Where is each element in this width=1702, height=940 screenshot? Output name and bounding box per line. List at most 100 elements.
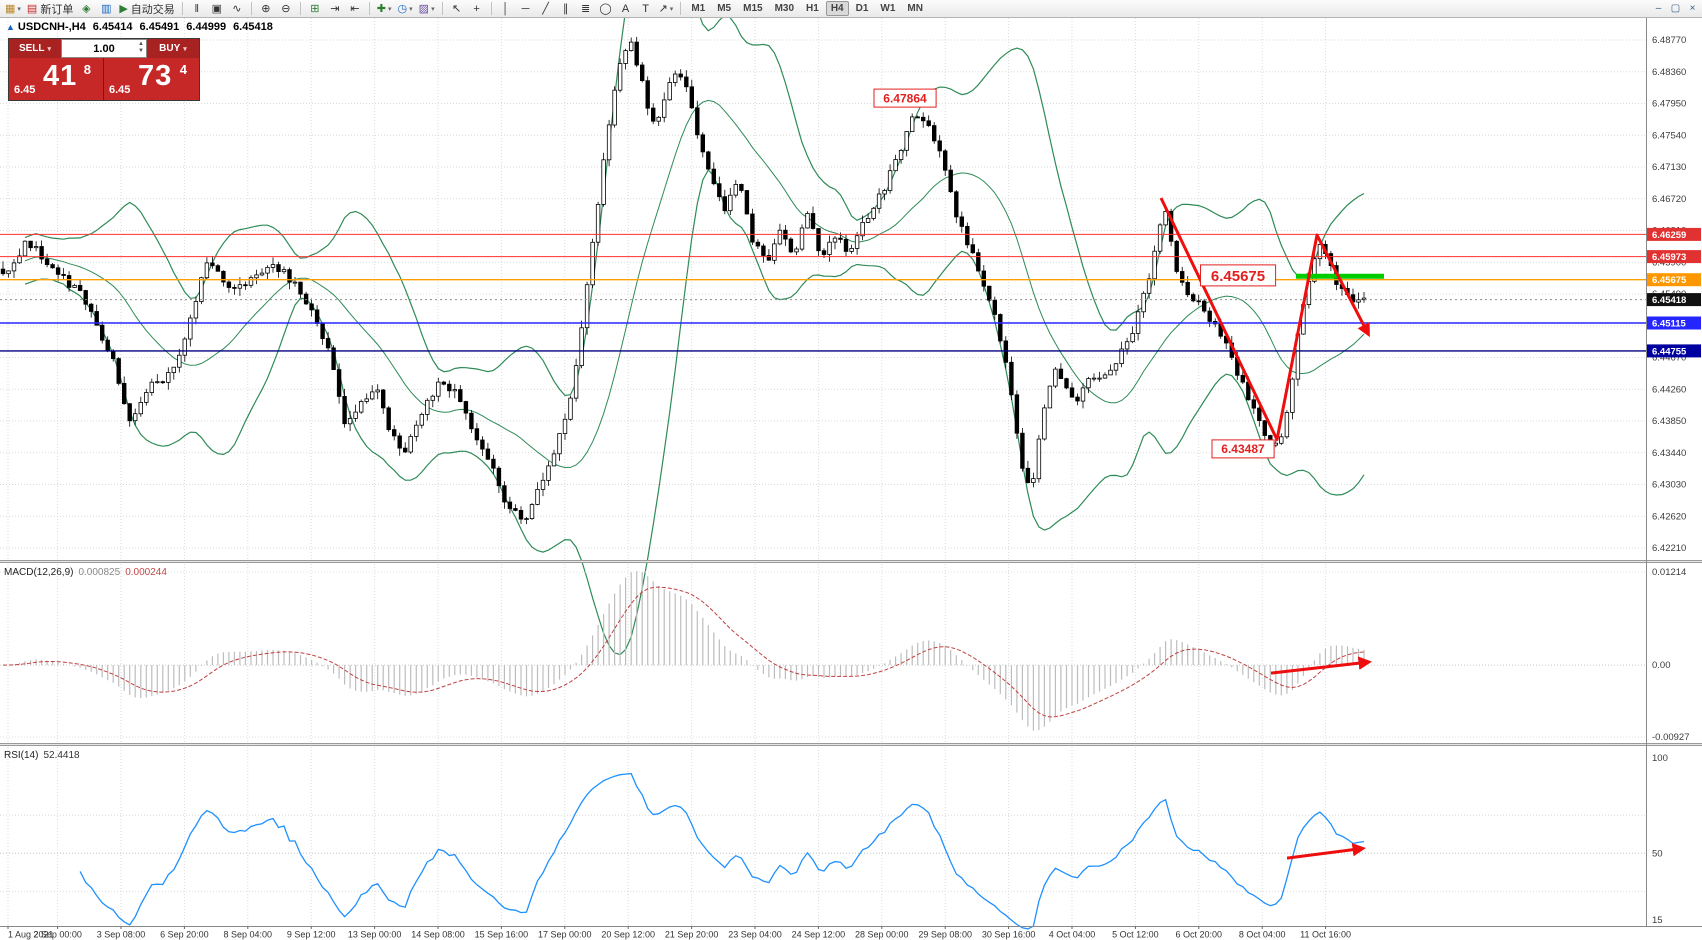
chart-bars-icon: ‖ bbox=[194, 2, 200, 15]
buy-button[interactable]: 6.45 73 4 bbox=[104, 58, 199, 100]
price-badge-text: 6.44755 bbox=[1652, 346, 1687, 357]
minimize-button[interactable]: – bbox=[1655, 3, 1662, 14]
bollinger-upper-band[interactable] bbox=[24, 18, 1365, 397]
buy-price-pip: 4 bbox=[179, 62, 187, 77]
chevron-down-icon[interactable]: ▾ bbox=[388, 5, 392, 13]
time-axis-label: 28 Sep 00:00 bbox=[855, 930, 909, 940]
arrows-tool-icon: ↗ bbox=[658, 2, 668, 15]
chevron-down-icon[interactable]: ▾ bbox=[17, 5, 21, 13]
periods-icon: ◷ bbox=[397, 2, 408, 15]
equidistant-channel-button[interactable]: ∥ bbox=[557, 1, 575, 17]
volume-spinner[interactable]: ▲ ▼ bbox=[138, 41, 144, 55]
zoom-in-button[interactable]: ⊕ bbox=[257, 1, 275, 17]
new-chart-button[interactable]: ▦ ▾ bbox=[3, 1, 23, 17]
indicators-icon: ✚ bbox=[376, 2, 387, 15]
trendline-button[interactable]: ╱ bbox=[537, 1, 555, 17]
rsi-axis-label: 50 bbox=[1652, 848, 1663, 859]
new-order-button[interactable]: ▤ 新订单 bbox=[25, 1, 75, 17]
chart-candles-button[interactable]: ▣ bbox=[208, 1, 226, 17]
market-watch-button[interactable]: ▥ bbox=[97, 1, 115, 17]
chevron-down-icon[interactable]: ▾ bbox=[431, 5, 435, 13]
text-label-button[interactable]: T bbox=[637, 1, 655, 17]
macd-annotation-arrow[interactable] bbox=[1270, 656, 1373, 675]
annotation-label-box[interactable] bbox=[1211, 439, 1275, 459]
price-axis-label: 6.47540 bbox=[1652, 130, 1686, 141]
chart-line-button[interactable]: ∿ bbox=[228, 1, 246, 17]
tile-windows-button[interactable]: ⊞ bbox=[306, 1, 324, 17]
macd-signal-value: 0.000244 bbox=[125, 567, 167, 578]
macd-main-value: 0.000825 bbox=[78, 567, 121, 578]
text-button[interactable]: A bbox=[617, 1, 635, 17]
rsi-annotation-arrow[interactable] bbox=[1286, 843, 1367, 860]
panel-separator[interactable] bbox=[0, 560, 1702, 563]
annotation-label-box[interactable] bbox=[1200, 264, 1277, 287]
timeframe-mn-button[interactable]: MN bbox=[907, 3, 923, 14]
autotrading-button[interactable]: ▶ 自动交易 bbox=[117, 1, 176, 17]
price-badge bbox=[1647, 250, 1701, 264]
chart-shift-button[interactable]: ⇤ bbox=[346, 1, 364, 17]
cursor-button[interactable]: ↖ bbox=[448, 1, 466, 17]
price-badge bbox=[1647, 227, 1701, 241]
toolbar-separator bbox=[250, 2, 252, 15]
crosshair-button[interactable]: + bbox=[468, 1, 486, 17]
time-axis-label: 13 Sep 00:00 bbox=[348, 930, 402, 940]
timeframe-m15-button[interactable]: M15 bbox=[743, 3, 763, 14]
price-axis-label: 6.44260 bbox=[1652, 384, 1686, 395]
price-badge-text: 6.46259 bbox=[1652, 230, 1686, 241]
zoom-out-button[interactable]: ⊖ bbox=[277, 1, 295, 17]
time-axis-label: 6 Oct 20:00 bbox=[1176, 930, 1223, 940]
timeframe-m30-button[interactable]: M30 bbox=[774, 3, 795, 14]
close-button[interactable]: × bbox=[1689, 3, 1696, 14]
chart-profiles-button[interactable]: ◈ bbox=[77, 1, 95, 17]
spinner-up-icon[interactable]: ▲ bbox=[138, 41, 144, 47]
bollinger-middle-band[interactable] bbox=[24, 99, 1365, 469]
time-axis-label: 9 Sep 12:00 bbox=[287, 930, 336, 940]
market-watch-icon: ▥ bbox=[101, 2, 112, 15]
annotation-label-box[interactable] bbox=[873, 88, 937, 108]
trend-zigzag-arrow[interactable] bbox=[1159, 197, 1370, 442]
macd-axis-label: -0.00927 bbox=[1652, 732, 1690, 743]
restore-button[interactable]: ▢ bbox=[1670, 3, 1681, 14]
chevron-down-icon[interactable]: ▾ bbox=[409, 5, 413, 13]
chevron-down-icon[interactable]: ▾ bbox=[669, 5, 674, 13]
indicators-button[interactable]: ✚ ▾ bbox=[375, 1, 394, 17]
timeframe-d1-button[interactable]: D1 bbox=[855, 3, 869, 14]
horizontal-line-icon: ─ bbox=[521, 2, 530, 15]
trendline-icon: ╱ bbox=[542, 2, 549, 15]
time-axis-label: 11 Oct 16:00 bbox=[1300, 930, 1351, 940]
sell-button[interactable]: 6.45 41 8 bbox=[9, 58, 104, 100]
panel-separator[interactable] bbox=[0, 743, 1702, 746]
sell-price-pip: 8 bbox=[83, 62, 91, 77]
buy-mode-button[interactable]: BUY ▾ bbox=[147, 39, 199, 58]
horizontal-line-button[interactable]: ─ bbox=[517, 1, 535, 17]
volume-value[interactable]: 1.00 bbox=[93, 42, 115, 55]
sell-mode-button[interactable]: SELL ▾ bbox=[9, 39, 61, 58]
auto-scroll-button[interactable]: ⇥ bbox=[326, 1, 344, 17]
timeframe-m5-button[interactable]: M5 bbox=[717, 3, 732, 14]
ohlc-high: 6.45491 bbox=[139, 21, 180, 33]
fibonacci-button[interactable]: ≣ bbox=[577, 1, 595, 17]
toolbar-separator bbox=[299, 2, 301, 15]
arrows-tool-button[interactable]: ↗ ▾ bbox=[657, 1, 676, 17]
toolbar: ▦ ▾ ▤ 新订单 ◈ ▥ ▶ 自动交易 ‖ ▣ ∿ ⊕ ⊖ ⊞ ⇥ ⇤ ✚ ▾ ◷ ▾ ▨ ▾ ↖ + │ ─ ╱ ∥ ≣ ◯ A T ↗ ▾ M… bbox=[0, 0, 1702, 18]
autotrading-icon: ▶ bbox=[119, 2, 128, 15]
chart-bars-button[interactable]: ‖ bbox=[188, 1, 206, 17]
timeframe-w1-button[interactable]: W1 bbox=[880, 3, 896, 14]
spinner-down-icon[interactable]: ▼ bbox=[138, 48, 144, 54]
ohlc-open: 6.45414 bbox=[92, 21, 133, 33]
periods-button[interactable]: ◷ ▾ bbox=[396, 1, 415, 17]
bollinger-lower-band[interactable] bbox=[24, 168, 1365, 656]
one-click-trading-panel: SELL ▾ 1.00 ▲ ▼ BUY ▾ 6.45 41 8 6.45 73 4 bbox=[8, 38, 200, 101]
vertical-line-button[interactable]: │ bbox=[497, 1, 515, 17]
text-label-icon: T bbox=[642, 2, 649, 15]
annotation-label-text: 6.45675 bbox=[1211, 268, 1265, 285]
templates-button[interactable]: ▨ ▾ bbox=[417, 1, 437, 17]
timeframe-m1-button[interactable]: M1 bbox=[691, 3, 706, 14]
price-axis-label: 6.42210 bbox=[1652, 543, 1686, 554]
volume-field[interactable]: 1.00 ▲ ▼ bbox=[61, 39, 147, 58]
timeframe-h1-button[interactable]: H1 bbox=[806, 3, 819, 14]
timeframe-h4-button[interactable]: H4 bbox=[825, 1, 849, 16]
shapes-button[interactable]: ◯ bbox=[597, 1, 615, 17]
toolbar-separator bbox=[441, 2, 443, 15]
